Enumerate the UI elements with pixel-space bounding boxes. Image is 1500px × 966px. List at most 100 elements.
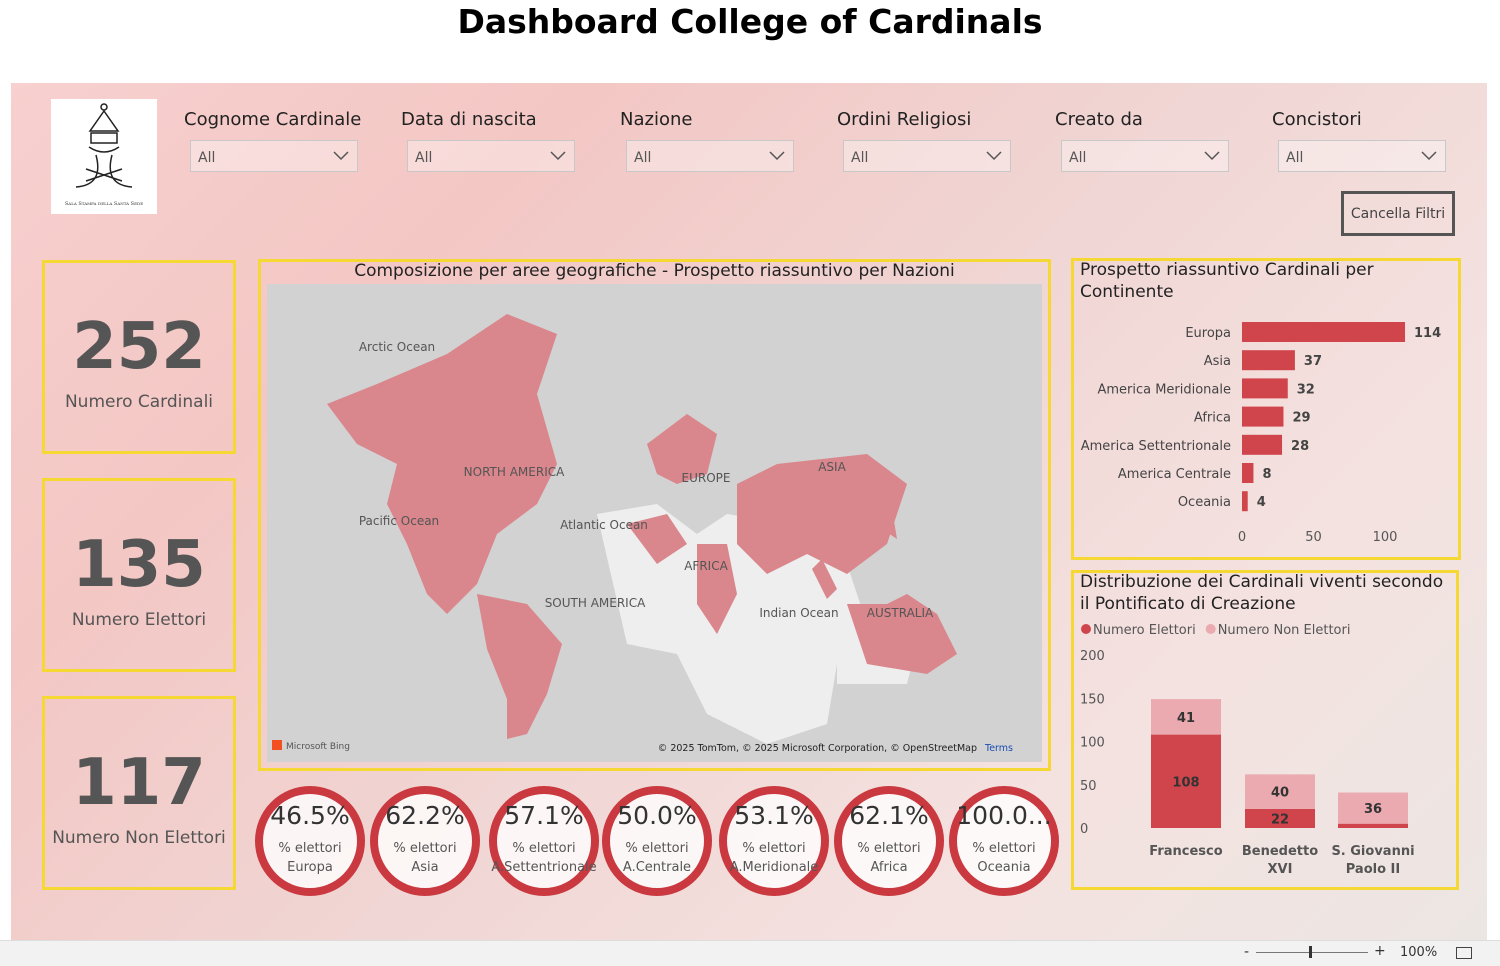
gauge-ring bbox=[255, 786, 365, 896]
x-category-label: Francesco bbox=[1149, 844, 1223, 859]
bar bbox=[1242, 406, 1284, 427]
gauge-value: 46.5% bbox=[270, 801, 350, 830]
gauge-region: A.Settentrionale bbox=[491, 860, 597, 875]
map-label: SOUTH AMERICA bbox=[545, 596, 646, 610]
kpi-label: Numero Elettori bbox=[71, 610, 207, 630]
fit-page[interactable] bbox=[1456, 947, 1472, 959]
map-label: Arctic Ocean bbox=[359, 340, 435, 354]
filter-dropdown[interactable]: All bbox=[190, 140, 358, 172]
map-label: Pacific Ocean bbox=[359, 514, 439, 528]
filter-dropdown[interactable]: All bbox=[626, 140, 794, 172]
map-label: Atlantic Ocean bbox=[560, 518, 648, 532]
bar-value-label: 28 bbox=[1291, 439, 1309, 454]
segment-value-label: 108 bbox=[1172, 775, 1199, 790]
gauge-caption: % elettori bbox=[512, 841, 576, 856]
bar-value-label: 114 bbox=[1414, 326, 1441, 341]
map-brand: Microsoft Bing bbox=[286, 742, 350, 752]
bar-value-label: 29 bbox=[1292, 411, 1310, 426]
logo: Sala Stampa della Santa Sede bbox=[51, 99, 157, 214]
gauge-region: Asia bbox=[411, 860, 439, 875]
stacked-bar-segment bbox=[1245, 808, 1315, 828]
gauge-region: Oceania bbox=[977, 860, 1031, 875]
filter-label: Cognome Cardinale bbox=[184, 109, 362, 130]
gauge-value: 62.1% bbox=[849, 801, 929, 830]
segment-value-label: 22 bbox=[1271, 812, 1289, 827]
gauge-region: Africa bbox=[870, 860, 908, 875]
bar-category-label: Asia bbox=[1204, 354, 1231, 369]
bar-category-label: Europa bbox=[1185, 326, 1231, 341]
legend-marker bbox=[1081, 624, 1091, 634]
kpi-card bbox=[42, 696, 236, 890]
bar-category-label: Africa bbox=[1194, 411, 1231, 426]
gauge-caption: % elettori bbox=[742, 841, 806, 856]
gauge-caption: % elettori bbox=[278, 841, 342, 856]
map-panel bbox=[258, 259, 1051, 771]
continent-panel bbox=[1071, 258, 1461, 560]
gauge-ring bbox=[719, 786, 829, 896]
gauge-value: 62.2% bbox=[385, 801, 465, 830]
gauge-value: 53.1% bbox=[734, 801, 814, 830]
logo-caption: Sala Stampa della Santa Sede bbox=[64, 201, 144, 207]
filter-label: Data di nascita bbox=[401, 109, 537, 130]
logo-emblem bbox=[75, 103, 133, 188]
arrow-icon bbox=[333, 151, 349, 161]
filter-dropdown[interactable]: All bbox=[1278, 140, 1446, 172]
legend-label: Numero Non Elettori bbox=[1218, 623, 1351, 638]
page-title: Dashboard College of Cardinals bbox=[457, 2, 1043, 41]
zoom-slider[interactable] bbox=[1256, 952, 1368, 953]
bar bbox=[1242, 434, 1283, 455]
gauge-value: 100.0... bbox=[956, 801, 1052, 830]
map-label: EUROPE bbox=[682, 471, 731, 485]
kpi-label: Numero Non Elettori bbox=[52, 828, 226, 848]
segment-value-label: 36 bbox=[1364, 802, 1382, 817]
gauge-ring bbox=[602, 786, 712, 896]
bar-value-label: 4 bbox=[1257, 495, 1266, 510]
dropdown-arrow bbox=[986, 151, 1002, 161]
stacked-bar-segment bbox=[1338, 823, 1408, 828]
x-category-label: Benedetto XVI bbox=[1241, 844, 1319, 877]
filter-dropdown[interactable]: All bbox=[407, 140, 575, 172]
segment-value-label: 41 bbox=[1177, 711, 1195, 726]
x-tick-label: 0 bbox=[1238, 530, 1246, 545]
gauge-region: A.Meridionale bbox=[729, 860, 819, 875]
dropdown-arrow bbox=[1204, 151, 1220, 161]
dropdown-arrow bbox=[550, 151, 566, 161]
clear-filters-button[interactable]: Cancella Filtri bbox=[1341, 191, 1455, 236]
arrow-icon bbox=[1204, 151, 1220, 161]
bar-category-label: America Centrale bbox=[1118, 467, 1231, 482]
bar-value-label: 8 bbox=[1262, 467, 1271, 482]
gauge-ring bbox=[834, 786, 944, 896]
gauge-value: 57.1% bbox=[504, 801, 584, 830]
map-attribution: © 2025 TomTom, © 2025 Microsoft Corporat… bbox=[658, 743, 977, 754]
bar-category-label: America Meridionale bbox=[1097, 382, 1231, 397]
gauge-ring bbox=[949, 786, 1059, 896]
map-label: AUSTRALIA bbox=[867, 606, 934, 620]
gauge-caption: % elettori bbox=[857, 841, 921, 856]
stacked-bar-segment bbox=[1245, 774, 1315, 809]
y-tick-label: 0 bbox=[1080, 822, 1088, 837]
continent-chart-title: Prospetto riassuntivo Cardinali per Cont… bbox=[1080, 260, 1374, 302]
zoom-in[interactable]: + bbox=[1374, 943, 1386, 959]
x-category-label: S. Giovanni Paolo II bbox=[1331, 844, 1415, 877]
bar bbox=[1242, 491, 1248, 512]
filter-dropdown[interactable]: All bbox=[843, 140, 1011, 172]
x-tick-label: 50 bbox=[1305, 530, 1322, 545]
pontificate-chart: 0 50 100 150 200 Numero Elettori Numero Non El… bbox=[1080, 623, 1408, 837]
zoom-thumb[interactable] bbox=[1309, 946, 1312, 958]
map-terms[interactable]: Terms bbox=[984, 743, 1013, 754]
filter-dropdown[interactable]: All bbox=[1061, 140, 1229, 172]
gauge-value: 50.0% bbox=[617, 801, 697, 830]
filter-label: Nazione bbox=[620, 109, 693, 130]
zoom-out[interactable]: - bbox=[1244, 944, 1250, 960]
arrow-icon bbox=[769, 151, 785, 161]
stacked-bar-segment bbox=[1151, 699, 1221, 735]
zoom-level: 100% bbox=[1400, 945, 1438, 960]
y-tick-label: 50 bbox=[1080, 779, 1097, 794]
continent-chart: Europa 114 Asia 37 America Meridionale 32 Afri… bbox=[1081, 322, 1441, 545]
map-label: Indian Ocean bbox=[759, 606, 838, 620]
stacked-bar-segment bbox=[1338, 792, 1408, 824]
kpi-value: 117 bbox=[72, 746, 206, 820]
status-bar bbox=[0, 940, 1500, 966]
bar-value-label: 32 bbox=[1297, 382, 1315, 397]
